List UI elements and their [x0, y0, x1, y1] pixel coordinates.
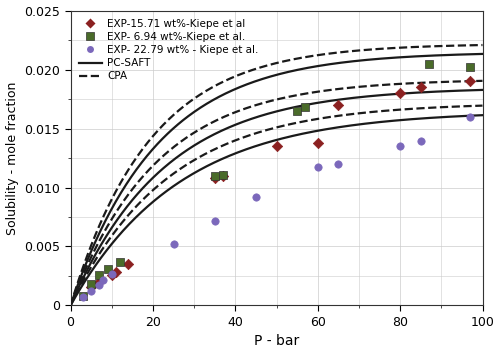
Point — [108, 271, 116, 276]
Point — [210, 218, 218, 223]
Point — [396, 90, 404, 96]
Point — [87, 284, 95, 290]
Legend: EXP-15.71 wt%-Kiepe et al, EXP- 6.94 wt%-Kiepe et al., EXP- 22.79 wt% - Kiepe et: EXP-15.71 wt%-Kiepe et al, EXP- 6.94 wt%… — [76, 16, 262, 85]
Point — [252, 194, 260, 200]
Point — [87, 289, 95, 294]
Point — [334, 161, 342, 167]
Point — [219, 173, 227, 178]
Point — [96, 272, 104, 278]
Point — [79, 293, 87, 299]
Point — [79, 294, 87, 299]
Point — [314, 164, 322, 170]
Point — [96, 282, 104, 288]
Point — [210, 173, 218, 178]
Y-axis label: Solubility - mole fraction: Solubility - mole fraction — [6, 81, 18, 235]
Point — [334, 102, 342, 108]
Point — [170, 241, 177, 247]
Point — [96, 279, 104, 285]
Point — [100, 277, 108, 282]
Point — [302, 104, 310, 110]
Point — [272, 143, 280, 148]
X-axis label: P - bar: P - bar — [254, 335, 299, 348]
Point — [124, 261, 132, 267]
Point — [314, 140, 322, 145]
Point — [466, 114, 474, 120]
Point — [416, 138, 424, 144]
Point — [293, 109, 301, 114]
Point — [112, 270, 120, 275]
Point — [466, 79, 474, 84]
Point — [104, 267, 112, 272]
Point — [210, 175, 218, 181]
Point — [425, 61, 433, 67]
Point — [108, 273, 116, 278]
Point — [116, 259, 124, 265]
Point — [396, 143, 404, 148]
Point — [416, 84, 424, 90]
Point — [466, 64, 474, 70]
Point — [219, 172, 227, 177]
Point — [87, 281, 95, 287]
